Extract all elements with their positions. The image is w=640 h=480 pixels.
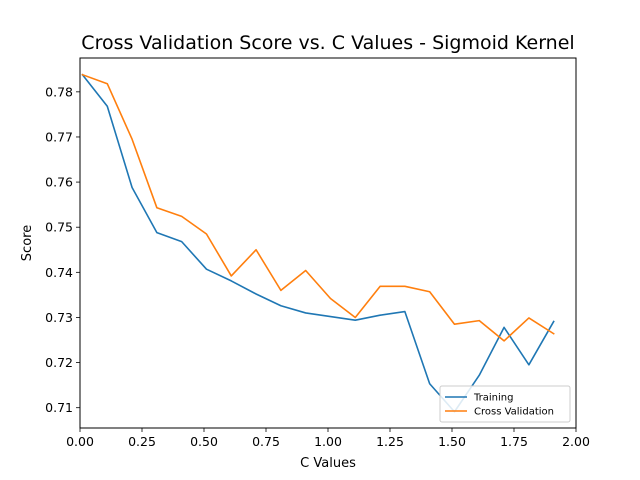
y-tick-label: 0.77 bbox=[45, 129, 73, 144]
y-tick-label: 0.76 bbox=[45, 175, 73, 190]
y-axis-label: Score bbox=[20, 225, 35, 261]
x-tick-label: 0.75 bbox=[252, 434, 280, 449]
legend-label-cross-validation: Cross Validation bbox=[474, 407, 554, 418]
chart-title: Cross Validation Score vs. C Values - Si… bbox=[81, 32, 574, 54]
legend-box bbox=[439, 385, 571, 423]
y-tick-label: 0.74 bbox=[45, 265, 73, 280]
x-tick-label: 1.75 bbox=[500, 434, 528, 449]
x-tick-label: 0.50 bbox=[190, 434, 218, 449]
legend: Training Cross Validation bbox=[439, 385, 571, 423]
x-tick-label: 0.25 bbox=[128, 434, 156, 449]
x-axis-label: C Values bbox=[300, 456, 356, 471]
x-tick-label: 2.00 bbox=[562, 434, 590, 449]
y-tick-label: 0.78 bbox=[45, 84, 73, 99]
plot-area bbox=[81, 73, 555, 413]
legend-label-training: Training bbox=[473, 393, 513, 404]
x-tick-label: 1.25 bbox=[376, 434, 404, 449]
series-line-training bbox=[81, 73, 555, 413]
y-tick-label: 0.75 bbox=[45, 220, 73, 235]
y-tick-label: 0.73 bbox=[45, 310, 73, 325]
x-tick-label: 0.00 bbox=[66, 434, 94, 449]
y-tick-label: 0.72 bbox=[45, 355, 73, 370]
x-tick-label: 1.00 bbox=[314, 434, 342, 449]
x-axis: 0.00 0.25 0.50 0.75 1.00 1.25 1.50 1.75 2.00 bbox=[66, 428, 590, 449]
y-axis: 0.71 0.72 0.73 0.74 0.75 0.76 0.77 0.78 bbox=[45, 84, 80, 415]
x-tick-label: 1.50 bbox=[438, 434, 466, 449]
y-tick-label: 0.71 bbox=[45, 400, 73, 415]
series-line-cross-validation bbox=[81, 73, 555, 342]
